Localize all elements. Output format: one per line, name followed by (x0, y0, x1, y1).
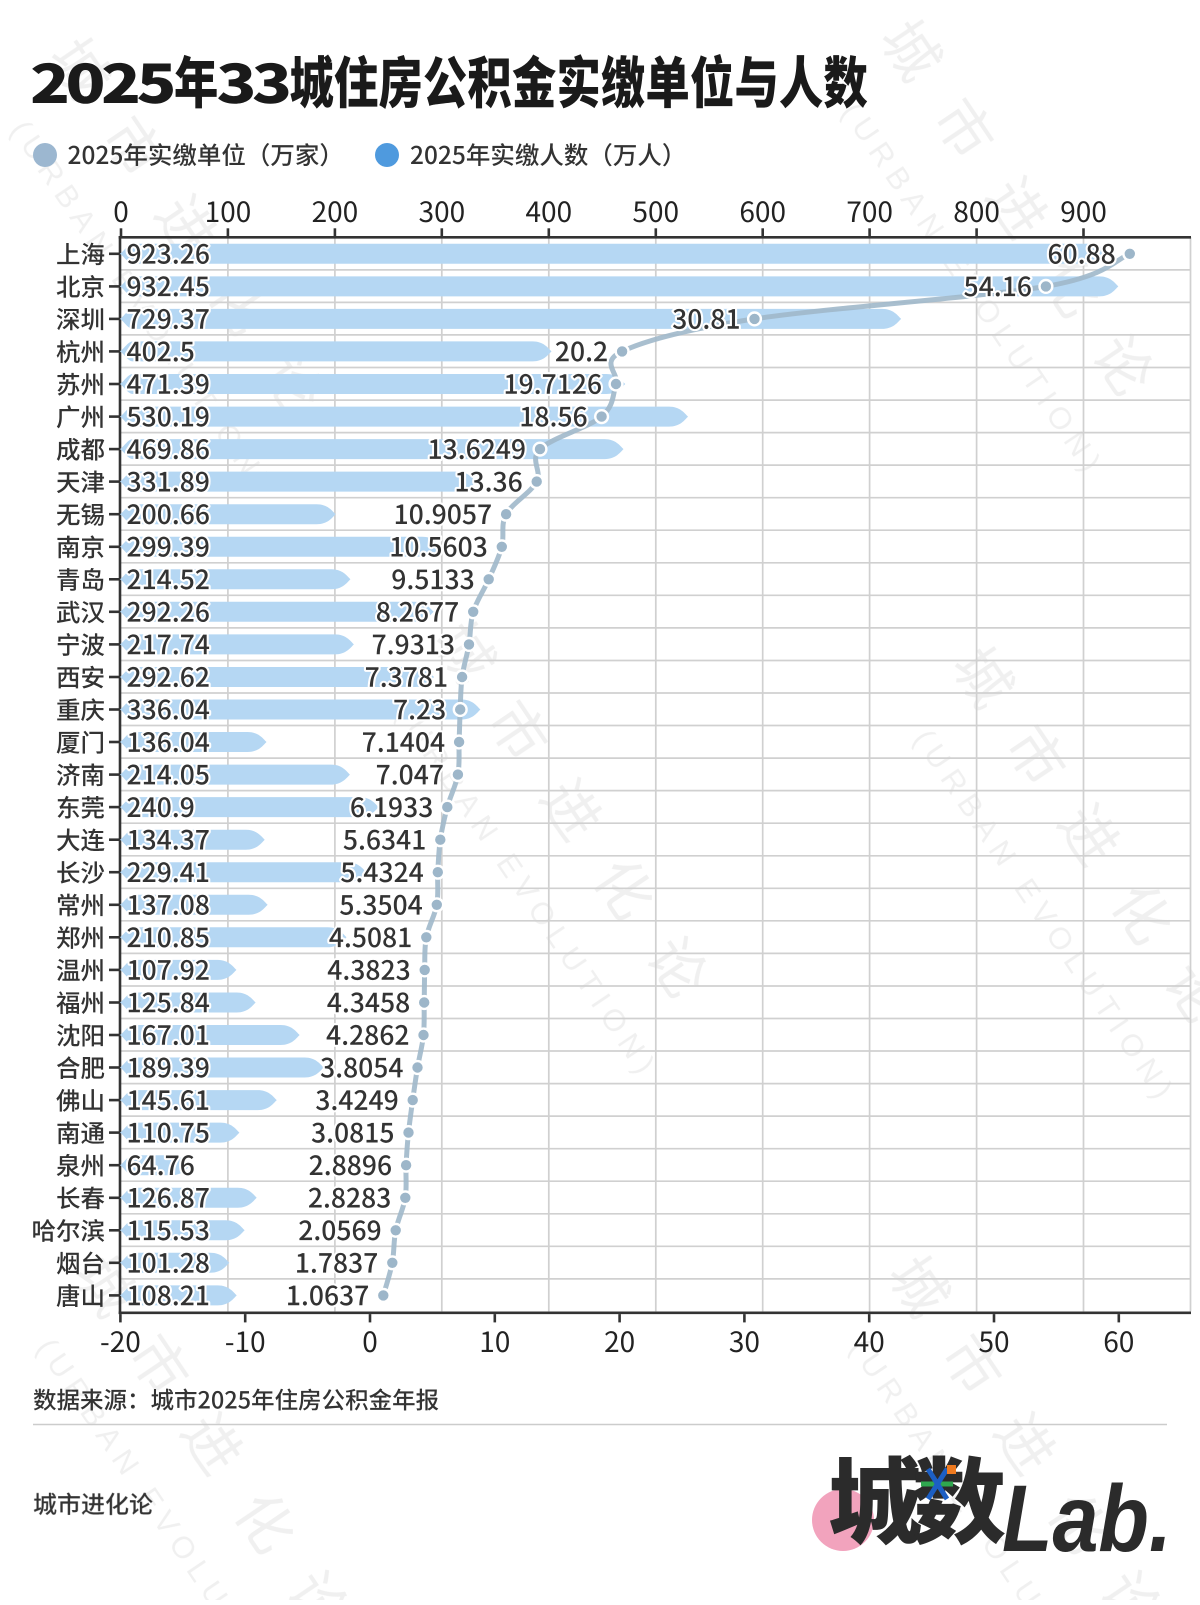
svg-text:Lab.: Lab. (1002, 1465, 1172, 1572)
